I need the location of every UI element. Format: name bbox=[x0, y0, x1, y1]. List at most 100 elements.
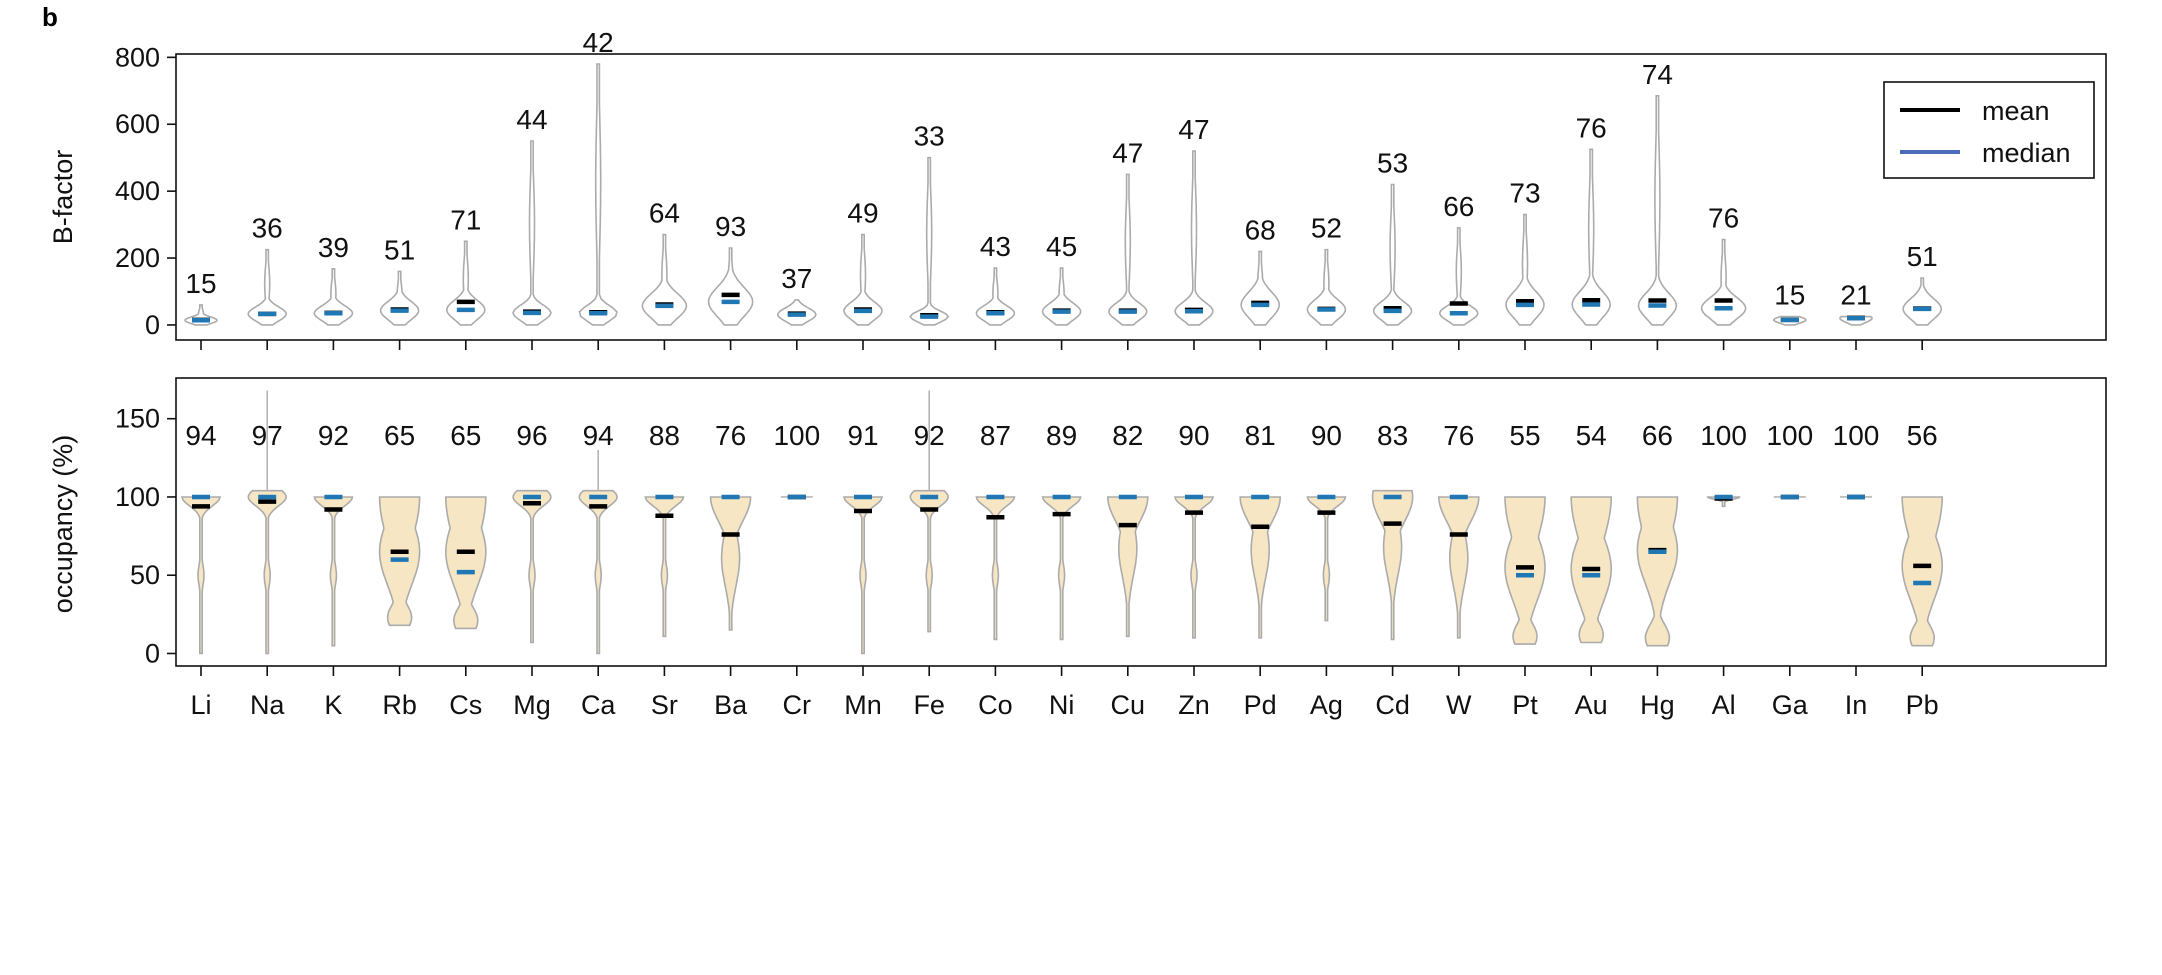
violin-occupancy-co bbox=[975, 496, 1016, 641]
violin-occupancy-ca bbox=[578, 489, 618, 655]
violin-bfactor-au bbox=[1571, 148, 1612, 326]
count-label: 74 bbox=[1642, 59, 1673, 90]
violin-occupancy-w bbox=[1437, 496, 1480, 639]
violin-occupancy-cd bbox=[1371, 489, 1414, 641]
count-label: 43 bbox=[980, 231, 1011, 262]
count-label: 37 bbox=[781, 263, 812, 294]
count-label: 83 bbox=[1377, 420, 1408, 451]
violin-occupancy-pd bbox=[1239, 496, 1282, 639]
violin-bfactor-al bbox=[1700, 238, 1747, 326]
1-ytick-label: 150 bbox=[115, 404, 160, 434]
count-label: 76 bbox=[1443, 420, 1474, 451]
count-label: 81 bbox=[1245, 420, 1276, 451]
xtick-label-pt: Pt bbox=[1512, 690, 1538, 720]
count-label: 64 bbox=[649, 198, 680, 229]
xtick-label-mg: Mg bbox=[513, 690, 551, 720]
violin-occupancy-hg bbox=[1636, 496, 1679, 647]
violin-bfactor-k bbox=[313, 268, 354, 326]
xtick-label-w: W bbox=[1446, 690, 1472, 720]
count-label: 73 bbox=[1509, 178, 1540, 209]
xtick-label-ag: Ag bbox=[1310, 690, 1343, 720]
xtick-label-na: Na bbox=[250, 690, 285, 720]
count-label: 21 bbox=[1840, 280, 1871, 311]
xtick-label-fe: Fe bbox=[913, 690, 945, 720]
count-label: 45 bbox=[1046, 231, 1077, 262]
violin-bfactor-sr bbox=[641, 233, 688, 326]
violin-bfactor-cd bbox=[1372, 183, 1413, 326]
violin-bfactor-ba bbox=[707, 247, 754, 326]
count-label: 44 bbox=[516, 104, 547, 135]
occupancy-panel: 0 50 100 150 Li Na K Rb Cs Mg Ca Sr Ba Cr Mn Fe Co Ni Cu Zn… bbox=[48, 377, 2107, 720]
1-plot-frame bbox=[175, 377, 2107, 667]
0-y-axis-label: B-factor bbox=[48, 150, 78, 245]
xtick-label-sr: Sr bbox=[651, 690, 678, 720]
xtick-label-cu: Cu bbox=[1111, 690, 1146, 720]
count-label: 39 bbox=[318, 232, 349, 263]
count-label: 66 bbox=[1642, 420, 1673, 451]
violin-bfactor-hg bbox=[1637, 95, 1678, 326]
count-label: 82 bbox=[1112, 420, 1143, 451]
xtick-label-li: Li bbox=[190, 690, 211, 720]
violin-occupancy-fe bbox=[909, 489, 949, 633]
legend-median-label: median bbox=[1982, 138, 2071, 168]
count-label: 66 bbox=[1443, 191, 1474, 222]
count-label: 90 bbox=[1311, 420, 1342, 451]
violin-occupancy-mg bbox=[512, 489, 552, 644]
violin-occupancy-na bbox=[247, 489, 287, 655]
0-plot-frame bbox=[175, 53, 2107, 341]
count-label: 100 bbox=[1766, 420, 1813, 451]
violin-occupancy-cu bbox=[1106, 496, 1149, 638]
count-label: 76 bbox=[715, 420, 746, 451]
count-label: 47 bbox=[1178, 114, 1209, 145]
count-label: 55 bbox=[1509, 420, 1540, 451]
violin-bfactor-co bbox=[975, 267, 1016, 326]
count-label: 92 bbox=[318, 420, 349, 451]
violin-bfactor-li bbox=[184, 304, 218, 326]
violin-bfactor-fe bbox=[909, 156, 950, 326]
count-label: 71 bbox=[450, 204, 481, 235]
0-ytick-label: 400 bbox=[115, 176, 160, 206]
xtick-label-cr: Cr bbox=[783, 690, 812, 720]
xtick-label-mn: Mn bbox=[844, 690, 882, 720]
1-y-axis-label: occupancy (%) bbox=[48, 435, 78, 614]
count-label: 65 bbox=[384, 420, 415, 451]
count-label: 68 bbox=[1245, 214, 1276, 245]
legend-mean-label: mean bbox=[1982, 96, 2050, 126]
count-label: 56 bbox=[1907, 420, 1938, 451]
count-label: 87 bbox=[980, 420, 1011, 451]
violin-occupancy-ag bbox=[1306, 496, 1347, 622]
1-ytick-label: 0 bbox=[145, 638, 160, 668]
count-label: 15 bbox=[1774, 280, 1805, 311]
0-ytick-label: 0 bbox=[145, 310, 160, 340]
count-label: 49 bbox=[847, 198, 878, 229]
count-label: 100 bbox=[773, 420, 820, 451]
violin-bfactor-ca bbox=[578, 63, 618, 326]
count-label: 100 bbox=[1700, 420, 1747, 451]
count-label: 47 bbox=[1112, 137, 1143, 168]
xtick-label-cs: Cs bbox=[449, 690, 482, 720]
violin-bfactor-ag bbox=[1306, 248, 1347, 326]
violin-occupancy-sr bbox=[644, 496, 685, 638]
xtick-label-ba: Ba bbox=[714, 690, 748, 720]
xtick-label-ga: Ga bbox=[1772, 690, 1809, 720]
violin-bfactor-cu bbox=[1108, 173, 1148, 326]
violin-occupancy-pt bbox=[1504, 496, 1546, 645]
violin-bfactor-ni bbox=[1041, 267, 1082, 326]
violin-occupancy-k bbox=[313, 496, 354, 647]
count-label: 65 bbox=[450, 420, 481, 451]
violin-bfactor-mg bbox=[512, 140, 552, 326]
chart-legend: mean median bbox=[1883, 81, 2095, 179]
count-label: 76 bbox=[1576, 112, 1607, 143]
1-ytick-label: 50 bbox=[130, 560, 160, 590]
violin-bfactor-pt bbox=[1505, 213, 1545, 326]
0-ytick-label: 600 bbox=[115, 109, 160, 139]
count-label: 53 bbox=[1377, 147, 1408, 178]
xtick-label-ni: Ni bbox=[1049, 690, 1075, 720]
violin-bfactor-w bbox=[1438, 227, 1479, 326]
xtick-label-k: K bbox=[324, 690, 342, 720]
xtick-label-in: In bbox=[1845, 690, 1868, 720]
xtick-label-zn: Zn bbox=[1178, 690, 1210, 720]
violin-bfactor-pb bbox=[1902, 277, 1942, 326]
violin-occupancy-mn bbox=[842, 496, 884, 655]
